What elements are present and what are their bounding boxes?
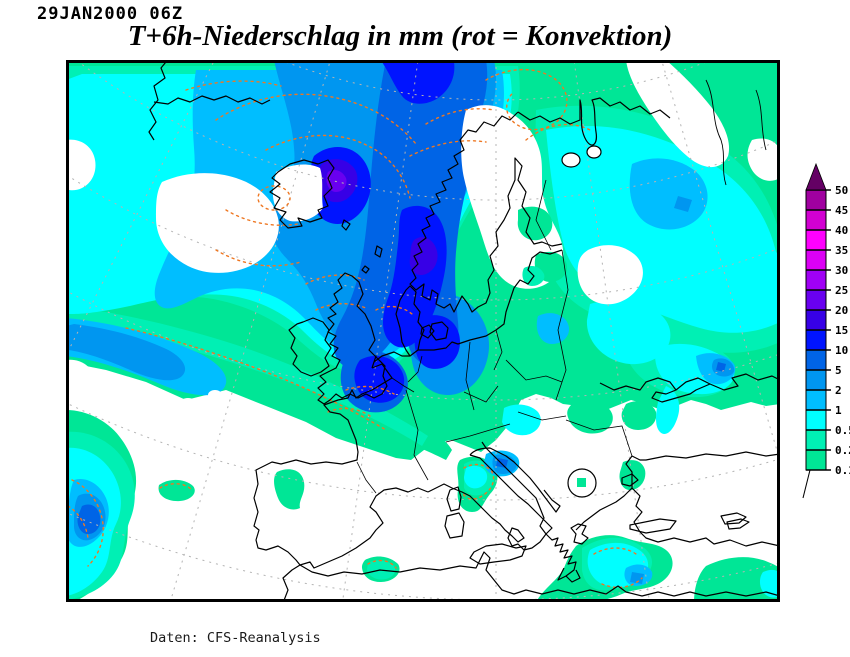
- attribution: Daten: CFS-Reanalysis (C) Wetterzentrale…: [150, 601, 321, 657]
- legend-value-label: 1: [835, 404, 842, 417]
- legend-segment: [806, 330, 826, 350]
- legend-segment: [806, 210, 826, 230]
- map-border: [66, 60, 780, 602]
- scale-arrow: [805, 162, 827, 191]
- legend-segment: [806, 270, 826, 290]
- legend-segment: [806, 190, 826, 210]
- data-source: Daten: CFS-Reanalysis: [150, 630, 321, 646]
- country-borders: [356, 179, 633, 494]
- legend-segment: [806, 250, 826, 270]
- legend-segment: [806, 430, 826, 450]
- run-datetime: 29JAN2000 06Z: [37, 4, 184, 24]
- precip-fields: [66, 60, 780, 602]
- page-title: T+6h-Niederschlag in mm (rot = Konvektio…: [127, 20, 673, 52]
- legend-segment: [806, 390, 826, 410]
- legend-value-label: 50: [835, 184, 848, 197]
- legend-value-label: 20: [835, 304, 848, 317]
- legend-segment: [806, 450, 826, 470]
- legend-value-label: 2: [835, 384, 842, 397]
- legend-value-label: 25: [835, 284, 848, 297]
- convection-contours: [67, 68, 643, 589]
- legend-value-label: 40: [835, 224, 848, 237]
- legend-segment: [806, 370, 826, 390]
- legend-value-label: 15: [835, 324, 848, 337]
- legend-value-label: 35: [835, 244, 848, 257]
- legend-value-label: 5: [835, 364, 842, 377]
- coastlines: [148, 56, 781, 604]
- color-scale-legend: 50 45 40 35 30 25 20 15 10 5 2 1 0.5 0.2 0.1: [798, 158, 850, 558]
- legend-value-label: 0.5: [835, 424, 850, 437]
- legend-value-label: 10: [835, 344, 848, 357]
- legend-segment: [806, 350, 826, 370]
- legend-segment: [806, 290, 826, 310]
- legend-segment: [806, 310, 826, 330]
- legend-value-label: 30: [835, 264, 848, 277]
- legend-value-label: 0.2: [835, 444, 850, 457]
- legend-segment: [806, 230, 826, 250]
- legend-value-label: 0.1: [835, 464, 850, 477]
- scale-tail: [802, 469, 811, 499]
- legend-segment: [806, 410, 826, 430]
- legend-value-label: 45: [835, 204, 848, 217]
